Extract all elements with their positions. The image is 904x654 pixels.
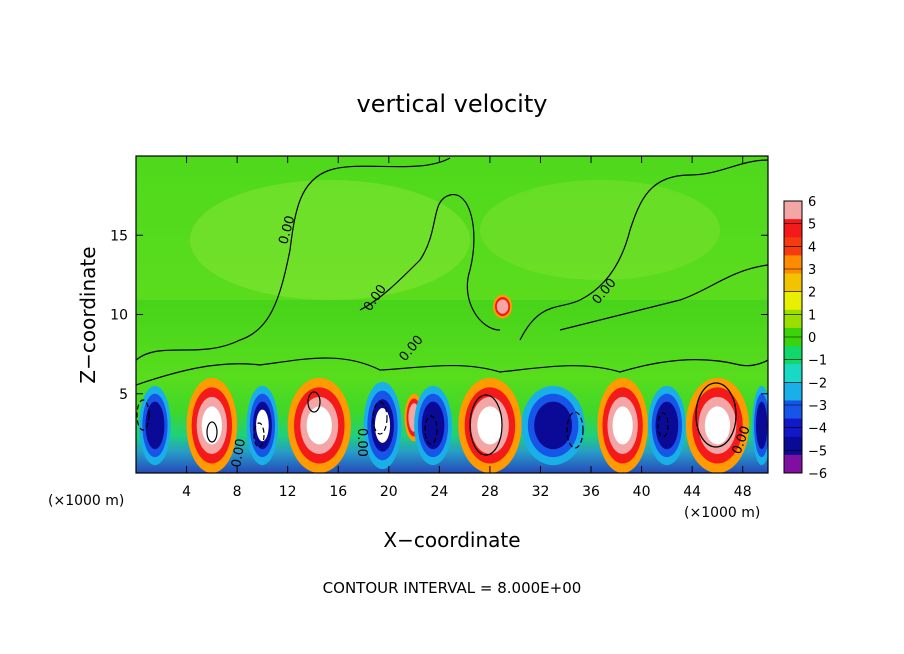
- downdraft-cell: [145, 401, 165, 450]
- colorbar-swatch: [784, 201, 802, 220]
- x-tick-label: 48: [734, 484, 752, 500]
- updraft-cell: [704, 406, 731, 445]
- x-axis-label: X−coordinate: [383, 528, 520, 552]
- contour-ring: [469, 394, 503, 456]
- x-axis-unit-right: (×1000 m): [684, 505, 760, 521]
- x-tick-label: 28: [481, 484, 499, 500]
- x-tick-label: 40: [633, 484, 651, 500]
- x-tick-label: 20: [380, 484, 398, 500]
- contour-ring: [372, 401, 388, 435]
- updraft-cell: [306, 406, 332, 445]
- colorbar-label: −3: [808, 399, 827, 414]
- y-tick-label: 5: [119, 387, 128, 403]
- colorbar-swatch: [784, 454, 802, 474]
- x-tick-label: 8: [233, 484, 242, 500]
- colorbar-label: −4: [808, 422, 827, 437]
- contour-interval-text: CONTOUR INTERVAL = 8.000E+00: [323, 579, 582, 597]
- colorbar-swatch: [784, 346, 802, 365]
- contour-ring: [657, 412, 669, 438]
- contour-label: 0.00: [229, 438, 249, 469]
- updraft-cell: [477, 406, 503, 445]
- colorbar-label: 2: [808, 286, 816, 301]
- contour-label: 0.00: [276, 214, 298, 246]
- x-tick-label: 36: [582, 484, 600, 500]
- downdraft-cell: [374, 408, 391, 443]
- contour-ring: [253, 422, 265, 448]
- downdraft-cell: [256, 409, 269, 442]
- colorbar-label: −5: [808, 444, 827, 459]
- updraft-cell: [496, 299, 509, 314]
- contour-line-zero: [519, 159, 768, 341]
- colorbar-label: −6: [808, 467, 827, 482]
- contour-ring: [695, 382, 737, 448]
- contour-ring: [307, 391, 321, 413]
- colorbar-swatch: [784, 255, 802, 275]
- y-tick-label: 10: [110, 308, 128, 324]
- downdraft-cell: [534, 401, 573, 450]
- x-tick-label: 44: [683, 484, 701, 500]
- colorbar-label: 5: [808, 218, 816, 233]
- colorbar-label: 1: [808, 308, 816, 323]
- x-tick-label: 16: [329, 484, 347, 500]
- colorbar-label: 4: [808, 240, 816, 255]
- contour-ring: [136, 399, 150, 431]
- colorbar-label: 0: [808, 331, 816, 346]
- updraft-cell: [201, 406, 222, 445]
- colorbar-swatch: [784, 400, 802, 420]
- colorbar-swatch: [784, 219, 802, 238]
- colorbar-label: 6: [808, 195, 816, 210]
- colorbar-swatch: [784, 382, 802, 401]
- x-tick-label: 4: [182, 484, 191, 500]
- downdraft-cell: [421, 401, 445, 450]
- x-tick-label: 32: [532, 484, 550, 500]
- x-tick-label: 12: [279, 484, 297, 500]
- contour-ring: [424, 415, 438, 445]
- updraft-cell: [612, 406, 633, 445]
- y-tick-label: 15: [110, 228, 128, 244]
- plot-field: 0.00 0.00 0.00 0.00 0.00 0.00 0.00: [136, 156, 768, 473]
- colorbar-swatch: [784, 273, 802, 293]
- colorbar-label: −2: [808, 376, 827, 391]
- x-axis-unit-left: (×1000 m): [48, 493, 124, 509]
- y-axis-label: Z−coordinate: [76, 246, 100, 383]
- colorbar-swatch: [784, 364, 802, 383]
- downdraft-cell: [655, 401, 679, 450]
- colorbar-label: −1: [808, 354, 827, 369]
- contour-line-zero: [136, 357, 768, 386]
- colorbar-label: 3: [808, 263, 816, 278]
- field-light-patch: [480, 180, 720, 280]
- colorbar-swatch: [784, 436, 802, 456]
- contour-label: 0.00: [354, 428, 369, 457]
- contour-ring: [566, 411, 584, 449]
- contour-line-zero: [559, 264, 768, 331]
- chart-title: vertical velocity: [357, 90, 548, 118]
- x-tick-label: 24: [430, 484, 448, 500]
- updraft-downdraft-cells: [139, 294, 768, 473]
- y-axis: 5 10 15: [110, 228, 768, 403]
- downdraft-cell: [755, 401, 768, 450]
- contour-line-zero: [136, 157, 451, 361]
- colorbar: 6 5 4 3 2 1 0 −1 −2 −3 −4 −5 −6: [783, 195, 827, 482]
- colorbar-swatch: [784, 309, 802, 329]
- contour-ring: [206, 421, 218, 443]
- x-axis: 4 8 12 16 20 24 28 32 36 40 44 48: [182, 156, 752, 500]
- field-light-patch: [190, 180, 470, 300]
- colorbar-swatch: [784, 291, 802, 311]
- contour-lines: [136, 157, 768, 456]
- contour-line-zero: [359, 194, 501, 331]
